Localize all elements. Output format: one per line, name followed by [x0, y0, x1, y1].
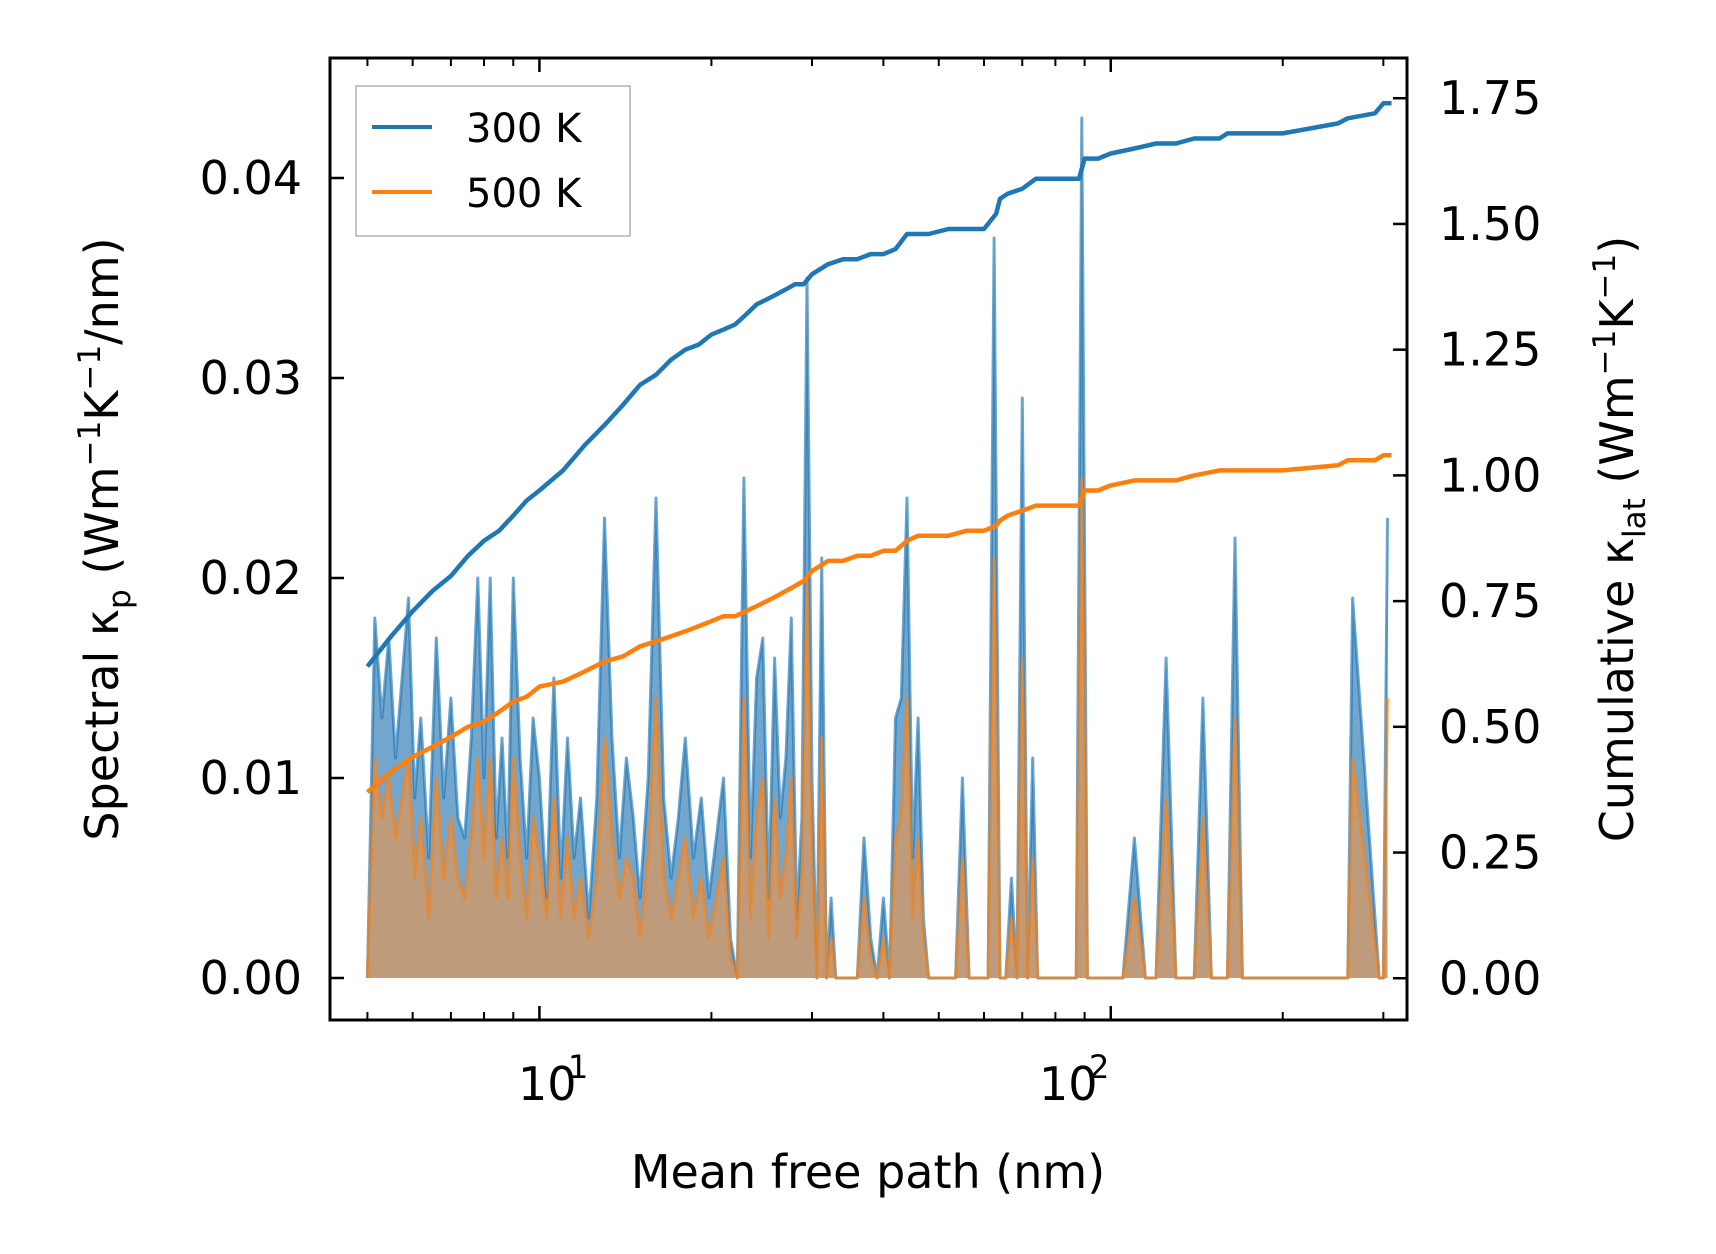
x-tick-label-100: 10 2 [1039, 1048, 1109, 1111]
x-tick-label-10-exp: 1 [568, 1048, 588, 1086]
left-axis-label-unit-b: K [75, 389, 129, 421]
cumulative-line-300k [365, 101, 1392, 668]
left-tick-label-2: 0.02 [200, 551, 302, 605]
spectral-line-500k [365, 476, 1389, 980]
right-axis-label-unit-b: K [1590, 298, 1644, 330]
left-tick-label-3: 0.03 [200, 351, 302, 405]
left-tick-label-0: 0.00 [200, 951, 302, 1005]
x-tick-label-100-exp: 2 [1089, 1048, 1109, 1086]
right-tick-label-6: 1.50 [1439, 197, 1541, 251]
left-axis-label-unit-a: (Wm [75, 466, 129, 589]
x-tick-label-10: 10 1 [518, 1048, 588, 1111]
legend: 300 K 500 K [355, 85, 631, 237]
right-axis-label-sub: lat [1617, 498, 1653, 538]
right-axis-label-unit-c: ) [1590, 236, 1644, 254]
left-axis-label-main: Spectral κ [75, 609, 129, 841]
right-axis-label: Cumulative κlat (Wm−1K−1) [1587, 236, 1653, 842]
right-tick-label-2: 0.50 [1439, 700, 1541, 754]
x-tick-label-10-base: 10 [518, 1057, 577, 1111]
right-tick-label-1: 0.25 [1439, 826, 1541, 880]
axes-frame [328, 56, 1409, 1022]
right-axis-label-main: Cumulative κ [1590, 538, 1644, 842]
legend-label-300k: 300 K [466, 106, 583, 152]
right-tick-label-7: 1.75 [1439, 71, 1541, 125]
left-axis-label: Spectral κp (Wm−1K−1/nm) [72, 237, 138, 840]
ticks: 0.00 0.01 0.02 0.03 0.04 0.00 0.25 0.50 0.75 1.00… [200, 58, 1541, 1020]
left-axis-label-unit-c: /nm) [75, 237, 129, 344]
right-axis-label-unit-a: (Wm [1590, 375, 1644, 498]
right-axis-label-sup-b: −1 [1587, 254, 1623, 300]
right-tick-label-3: 0.75 [1439, 574, 1541, 628]
cumulative-line-500k [365, 453, 1392, 794]
right-tick-label-5: 1.25 [1439, 323, 1541, 377]
spectral-fill-500k [367, 478, 1388, 978]
left-tick-label-1: 0.01 [200, 751, 302, 805]
x-axis-label: Mean free path (nm) [631, 1145, 1105, 1199]
left-axis-label-sub: p [102, 589, 138, 609]
right-axis-label-sup-a: −1 [1587, 330, 1623, 376]
x-tick-label-100-base: 10 [1039, 1057, 1098, 1111]
left-axis-label-sup-a: −1 [72, 421, 108, 467]
legend-box [355, 85, 631, 237]
plot-area [365, 101, 1392, 980]
left-axis-label-sup-b: −1 [72, 345, 108, 391]
legend-label-500k: 500 K [466, 171, 583, 217]
right-tick-label-4: 1.00 [1439, 448, 1541, 502]
left-tick-label-4: 0.04 [200, 151, 302, 205]
right-tick-label-0: 0.00 [1439, 951, 1541, 1005]
